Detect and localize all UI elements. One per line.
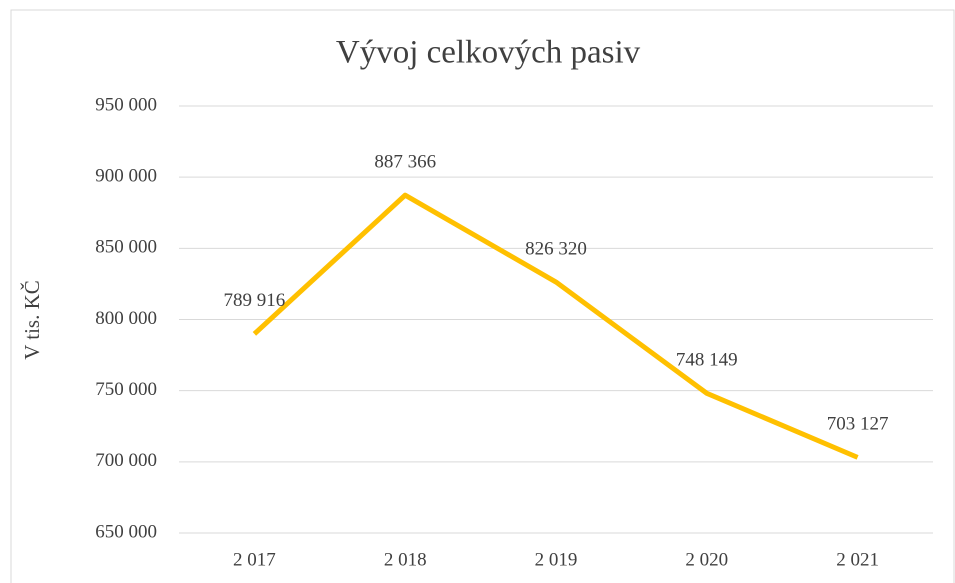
y-tick-label: 950 000 xyxy=(95,94,157,115)
y-tick-label: 800 000 xyxy=(95,308,157,329)
data-label: 703 127 xyxy=(827,414,889,435)
data-line xyxy=(252,192,859,460)
x-tick-label: 2 019 xyxy=(535,549,578,570)
x-tick-label: 2 020 xyxy=(685,549,728,570)
data-label: 887 366 xyxy=(374,152,436,173)
y-tick-label: 700 000 xyxy=(95,450,157,471)
chart-title: Vývoj celkových pasiv xyxy=(336,35,641,71)
y-tick-label: 750 000 xyxy=(95,379,157,400)
data-label: 789 916 xyxy=(224,290,286,311)
x-tick-label: 2 018 xyxy=(384,549,427,570)
y-axis-label: V tis. KČ xyxy=(20,280,44,360)
y-tick-label: 850 000 xyxy=(95,237,157,258)
y-tick-label: 900 000 xyxy=(95,166,157,187)
x-tick-label: 2 021 xyxy=(836,549,879,570)
data-label: 748 149 xyxy=(676,350,738,371)
y-tick-label: 650 000 xyxy=(95,521,157,542)
x-tick-label: 2 017 xyxy=(233,549,276,570)
data-label: 826 320 xyxy=(525,238,587,259)
